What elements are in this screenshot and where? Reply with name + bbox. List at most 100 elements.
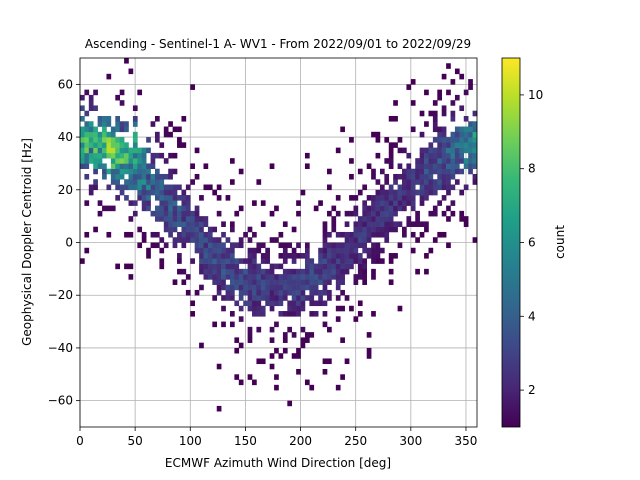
heatmap-cell: [362, 263, 368, 270]
heatmap-cell: [428, 158, 434, 164]
heatmap-cell: [340, 374, 345, 380]
heatmap-cell: [441, 168, 447, 175]
heatmap-cell: [357, 226, 363, 233]
heatmap-cell: [115, 94, 120, 101]
heatmap-cell: [212, 268, 218, 275]
heatmap-cell: [410, 195, 416, 201]
heatmap-cell: [441, 231, 447, 238]
heatmap-cell: [450, 131, 456, 138]
heatmap-cell: [88, 184, 94, 191]
heatmap-cell: [393, 100, 398, 106]
heatmap-cell: [203, 184, 209, 191]
heatmap-cell: [168, 173, 173, 180]
heatmap-cell: [397, 163, 403, 169]
heatmap-cell: [384, 205, 390, 212]
heatmap-cell: [190, 163, 195, 169]
heatmap-cell: [88, 147, 94, 154]
heatmap-cell: [322, 226, 328, 233]
heatmap-cell: [441, 126, 447, 133]
heatmap-cell: [428, 184, 434, 191]
heatmap-cell: [243, 289, 248, 296]
heatmap-cell: [366, 253, 372, 259]
colorbar-tick-label: 10: [528, 88, 543, 102]
heatmap-cell: [357, 237, 363, 243]
heatmap-cell: [238, 379, 244, 386]
heatmap-cell: [212, 274, 218, 280]
heatmap-cell: [353, 221, 359, 227]
heatmap-cell: [371, 274, 376, 280]
heatmap-cell: [441, 152, 447, 159]
heatmap-cell: [119, 121, 125, 127]
heatmap-cell: [406, 184, 412, 191]
heatmap-cell: [128, 168, 134, 175]
heatmap-cell: [256, 300, 262, 307]
heatmap-cell: [410, 205, 416, 212]
heatmap-cell: [313, 289, 319, 296]
heatmap-cell: [203, 216, 209, 222]
heatmap-cell: [274, 300, 279, 307]
heatmap-cell: [371, 268, 376, 275]
heatmap-cell: [110, 163, 116, 169]
heatmap-cell: [424, 195, 429, 201]
heatmap-cell: [115, 158, 120, 164]
heatmap-cell: [366, 247, 372, 254]
heatmap-cell: [185, 184, 191, 191]
heatmap-cell: [194, 247, 200, 254]
heatmap-cell: [335, 253, 341, 259]
heatmap-cell: [102, 121, 107, 127]
heatmap-cell: [340, 126, 345, 133]
heatmap-cell: [296, 253, 301, 259]
heatmap-cell: [84, 231, 90, 238]
heatmap-cell: [88, 94, 94, 101]
heatmap-cell: [419, 131, 425, 138]
heatmap-cell: [154, 115, 160, 122]
heatmap-cell: [450, 200, 456, 206]
heatmap-cell: [450, 163, 456, 169]
heatmap-cell: [340, 274, 345, 280]
heatmap-cell: [335, 242, 341, 249]
heatmap-cell: [362, 242, 368, 249]
heatmap-cell: [327, 247, 332, 254]
heatmap-cell: [150, 184, 156, 191]
heatmap-cell: [181, 142, 187, 148]
heatmap-cell: [154, 131, 160, 138]
heatmap-cell: [93, 168, 98, 175]
heatmap-cell: [141, 147, 147, 154]
heatmap-cell: [194, 289, 200, 296]
heatmap-cell: [388, 152, 394, 159]
heatmap-cell: [260, 284, 266, 291]
heatmap-cell: [322, 263, 328, 270]
heatmap-cell: [269, 300, 275, 307]
heatmap-cell: [221, 231, 226, 238]
heatmap-cell: [428, 179, 434, 185]
heatmap-cell: [84, 163, 90, 169]
heatmap-cell: [296, 274, 301, 280]
heatmap-cell: [278, 353, 284, 359]
heatmap-cell: [243, 258, 248, 264]
heatmap-cell: [375, 189, 381, 196]
heatmap-cell: [335, 316, 341, 322]
heatmap-cell: [402, 179, 407, 185]
heatmap-cell: [287, 326, 293, 333]
heatmap-cell: [459, 152, 465, 159]
heatmap-cell: [177, 268, 182, 275]
heatmap-cell: [256, 326, 262, 333]
heatmap-cell: [388, 115, 394, 122]
heatmap-cell: [132, 137, 138, 143]
heatmap-cell: [459, 137, 465, 143]
x-tick-label: 0: [76, 434, 84, 448]
heatmap-cell: [256, 289, 262, 296]
heatmap-cell: [97, 142, 103, 148]
heatmap-cell: [252, 268, 257, 275]
heatmap-cell: [132, 200, 138, 206]
heatmap-cell: [472, 163, 478, 169]
heatmap-cell: [185, 231, 191, 238]
colorbar-tick-label: 2: [528, 383, 536, 397]
heatmap-cell: [252, 263, 257, 270]
heatmap-cell: [150, 210, 156, 217]
heatmap-cell: [344, 210, 350, 217]
heatmap-cell: [393, 221, 398, 227]
heatmap-cell: [282, 253, 288, 259]
heatmap-cell: [247, 295, 253, 301]
heatmap-cell: [93, 226, 98, 233]
